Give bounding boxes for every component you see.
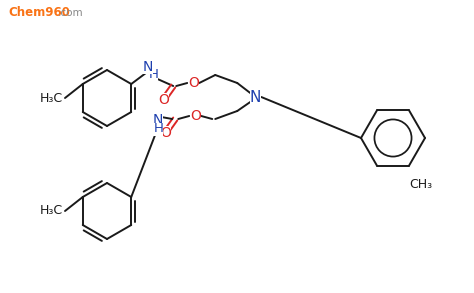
Text: O: O	[158, 93, 169, 107]
Text: N: N	[250, 89, 261, 105]
Text: N: N	[143, 60, 154, 74]
Text: H₃C: H₃C	[39, 205, 63, 217]
Text: H: H	[153, 122, 163, 135]
Text: N: N	[153, 113, 164, 127]
Text: O: O	[160, 126, 171, 140]
Text: .com: .com	[58, 8, 83, 18]
Text: H: H	[148, 67, 158, 81]
Text: O: O	[188, 76, 199, 90]
Text: O: O	[190, 109, 201, 123]
Text: Chem960: Chem960	[8, 6, 70, 20]
Text: H₃C: H₃C	[39, 91, 63, 105]
Text: CH₃: CH₃	[410, 178, 433, 190]
